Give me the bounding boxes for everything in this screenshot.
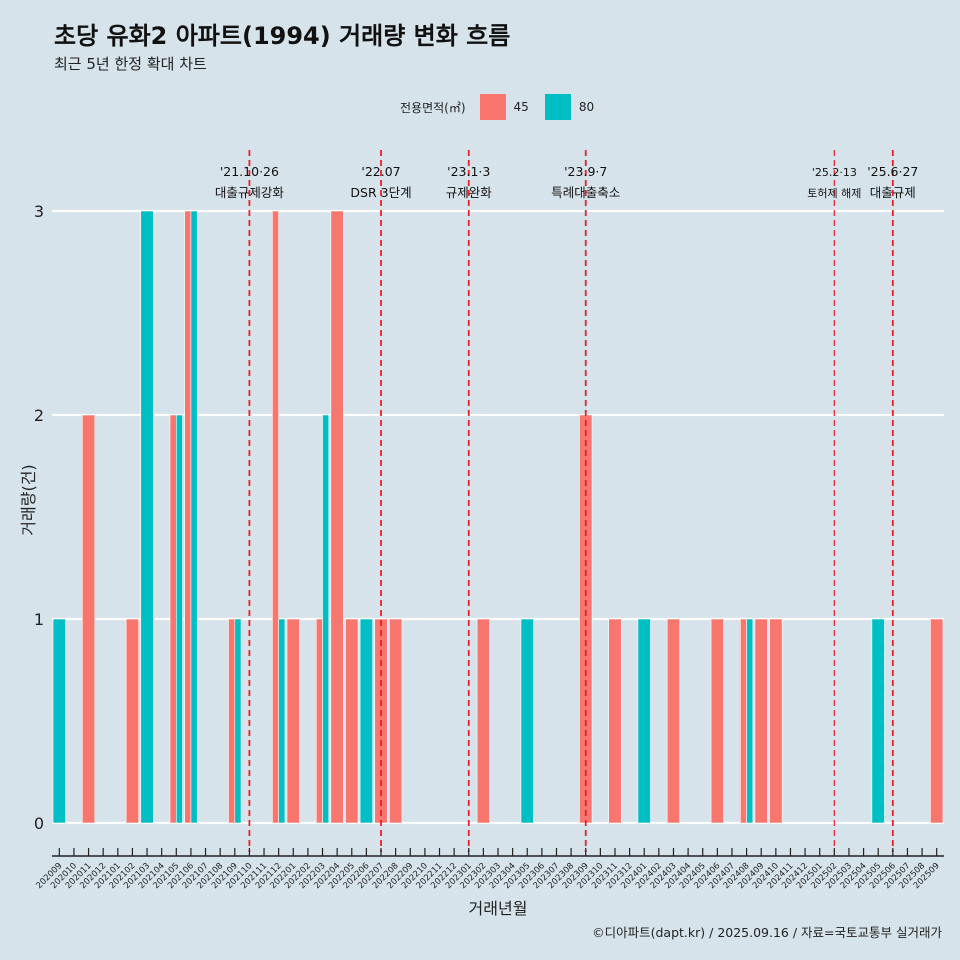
event-markers: '21.10·26 대출규제강화 '22.07 DSR 3단계 '23.1·3 규제완화 '… (215, 150, 918, 852)
bar-45-202509 (930, 618, 944, 824)
event-date-label: '25.2·13 (812, 166, 857, 179)
event-date-label: '25.6·27 (867, 164, 918, 179)
event-date-label: '21.10·26 (220, 164, 279, 179)
page-subtitle: 최근 5년 한정 확대 차트 (54, 55, 207, 73)
event-name-label: DSR 3단계 (350, 185, 411, 200)
bar-45-202311 (608, 618, 622, 824)
event-date-label: '23.1·3 (447, 164, 490, 179)
bar-45-202409 (754, 618, 768, 824)
bar-45-202406 (710, 618, 724, 824)
bar-45-202408 (740, 618, 747, 824)
bar-45-202204 (330, 210, 344, 824)
bar-80-202401 (637, 618, 651, 824)
legend-label-80: 80 (578, 100, 595, 114)
bar-45-202403 (666, 618, 681, 824)
x-axis-title: 거래년월 (469, 899, 528, 918)
y-tick-label: 3 (34, 202, 44, 221)
event-name-label: 대출규제강화 (215, 185, 285, 200)
grid-lines (52, 209, 944, 825)
bar-80-202203 (322, 414, 330, 824)
bars (52, 210, 944, 824)
event-name-label: 토허제 해제 (807, 186, 861, 200)
legend-swatch-45 (479, 94, 506, 120)
y-tick-label: 2 (34, 406, 44, 425)
y-tick-label: 1 (34, 610, 44, 629)
bar-45-202109 (228, 618, 236, 824)
bar-80-202109 (234, 618, 242, 824)
y-tick-label: 0 (34, 814, 44, 833)
footer-caption: ©디아파트(dapt.kr) / 2025.09.16 / 자료=국토교통부 실… (592, 925, 942, 940)
page-title: 초당 유화2 아파트(1994) 거래량 변화 흐름 (54, 22, 511, 50)
y-tick-labels: 0 1 2 3 (34, 202, 44, 833)
bar-45-202302 (476, 618, 490, 824)
bar-80-202009 (52, 618, 66, 824)
bar-80-202206 (359, 618, 373, 824)
bar-45-202410 (769, 618, 783, 824)
bar-45-202203 (315, 618, 323, 824)
bar-45-202011 (81, 414, 96, 824)
bar-45-202112 (272, 210, 279, 824)
legend-label-45: 45 (513, 100, 529, 114)
legend-swatch-80 (544, 94, 571, 120)
bar-45-202102 (125, 618, 140, 824)
bar-80-202505 (871, 618, 885, 824)
bar-45-202208 (389, 618, 403, 824)
bar-80-202103 (140, 210, 154, 824)
event-date-label: '22.07 (361, 164, 400, 179)
event-name-label: 대출규제 (870, 185, 916, 200)
bar-45-202106 (184, 210, 192, 824)
bar-80-202112 (278, 618, 286, 824)
legend: 전용면적(㎡) 45 80 (400, 93, 594, 121)
bar-45-202201 (286, 618, 300, 824)
y-axis-title: 거래량(건) (19, 464, 38, 535)
legend-title: 전용면적(㎡) (400, 100, 466, 115)
bar-80-202105 (175, 414, 183, 824)
bar-80-202408 (746, 618, 754, 824)
event-name-label: 특례대출축소 (551, 185, 620, 200)
bar-45-202205 (345, 618, 359, 824)
bar-45-202105 (169, 414, 177, 824)
bar-80-202106 (190, 210, 198, 824)
bar-80-202305 (520, 618, 534, 824)
event-date-label: '23.9·7 (564, 164, 607, 179)
x-axis: 2020092020102020112020122021012021022021… (34, 848, 944, 891)
event-name-label: 규제완화 (446, 185, 493, 200)
